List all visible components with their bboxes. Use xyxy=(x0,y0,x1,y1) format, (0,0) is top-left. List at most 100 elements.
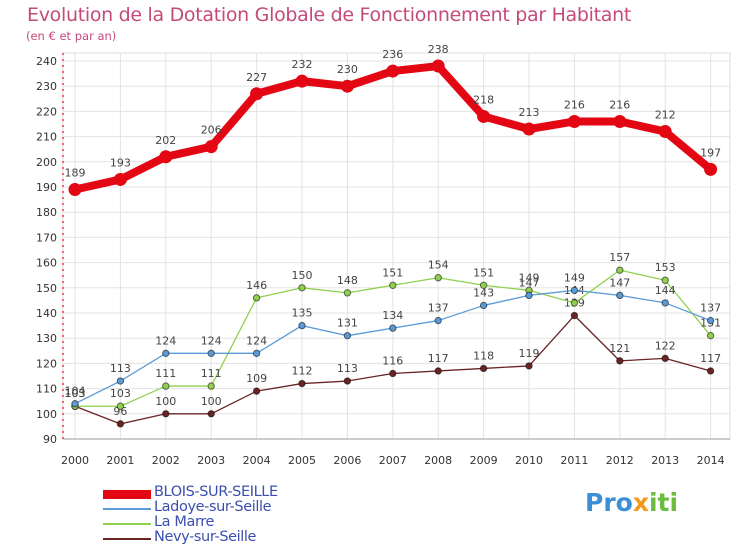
data-label: 230 xyxy=(337,63,358,76)
data-label: 137 xyxy=(428,302,449,315)
data-label: 113 xyxy=(110,362,131,375)
data-point xyxy=(479,364,488,373)
data-point xyxy=(431,59,445,73)
x-tick-label: 2013 xyxy=(651,454,679,467)
data-point xyxy=(207,349,215,358)
x-tick-label: 2011 xyxy=(560,454,588,467)
data-point xyxy=(570,311,579,320)
data-label: 147 xyxy=(609,276,630,289)
data-point xyxy=(661,354,669,363)
data-label: 104 xyxy=(65,385,86,398)
y-tick-label: 240 xyxy=(36,55,57,68)
data-point xyxy=(298,284,306,292)
legend-swatch xyxy=(103,489,151,499)
data-point xyxy=(616,291,624,300)
data-label: 150 xyxy=(292,269,313,282)
data-label: 111 xyxy=(155,367,176,380)
data-label: 103 xyxy=(110,387,131,400)
y-tick-label: 220 xyxy=(36,105,57,118)
data-point xyxy=(613,114,627,128)
data-label: 134 xyxy=(382,309,403,322)
data-point xyxy=(389,369,397,378)
data-point xyxy=(298,321,306,330)
legend-swatch xyxy=(103,523,151,525)
data-label: 117 xyxy=(700,352,721,365)
data-label: 116 xyxy=(382,354,403,367)
data-label: 218 xyxy=(473,93,494,106)
data-label: 103 xyxy=(65,387,86,400)
data-label: 109 xyxy=(246,372,267,385)
y-tick-label: 140 xyxy=(36,307,57,320)
data-point xyxy=(479,281,488,289)
data-point xyxy=(706,316,715,325)
x-tick-label: 2014 xyxy=(697,454,725,467)
y-tick-label: 170 xyxy=(36,231,57,244)
data-point xyxy=(250,87,264,101)
data-label: 146 xyxy=(246,279,267,292)
y-tick-label: 100 xyxy=(36,408,57,421)
data-point xyxy=(343,289,352,297)
data-point xyxy=(661,299,669,307)
y-tick-label: 90 xyxy=(43,433,57,446)
data-label: 197 xyxy=(700,146,721,159)
data-point xyxy=(162,382,170,390)
data-point xyxy=(116,402,125,410)
data-point xyxy=(434,274,442,282)
data-label: 193 xyxy=(110,156,131,169)
data-label: 144 xyxy=(655,284,676,297)
x-tick-label: 2007 xyxy=(379,454,407,467)
data-label: 232 xyxy=(292,58,313,71)
data-label: 143 xyxy=(473,286,494,299)
data-point xyxy=(295,74,309,88)
data-point xyxy=(162,349,170,358)
data-label: 189 xyxy=(65,167,86,180)
y-tick-label: 130 xyxy=(36,332,57,345)
data-point xyxy=(113,172,127,186)
data-point xyxy=(477,109,491,123)
data-label: 124 xyxy=(246,334,267,347)
data-label: 124 xyxy=(155,334,176,347)
chart-subtitle: (en € et par an) xyxy=(26,29,117,43)
data-label: 121 xyxy=(609,342,630,355)
data-point xyxy=(570,299,579,307)
data-label: 149 xyxy=(564,271,585,284)
data-label: 151 xyxy=(473,266,494,279)
data-point xyxy=(340,79,354,93)
legend-swatch xyxy=(103,508,151,510)
data-label: 202 xyxy=(155,134,176,147)
data-point xyxy=(116,420,125,428)
data-label: 227 xyxy=(246,71,267,84)
data-point xyxy=(207,410,215,418)
x-tick-label: 2006 xyxy=(333,454,361,467)
data-label: 131 xyxy=(337,317,358,330)
data-label: 153 xyxy=(655,261,676,274)
data-label: 236 xyxy=(382,48,403,61)
x-tick-label: 2008 xyxy=(424,454,452,467)
data-label: 124 xyxy=(201,334,222,347)
data-point xyxy=(525,362,533,370)
data-label: 151 xyxy=(382,266,403,279)
data-point xyxy=(389,281,397,289)
x-tick-label: 2003 xyxy=(197,454,225,467)
y-tick-label: 110 xyxy=(36,383,57,396)
data-label: 137 xyxy=(700,302,721,315)
data-point xyxy=(159,150,173,164)
x-tick-label: 2010 xyxy=(515,454,543,467)
data-point xyxy=(479,301,488,310)
x-tick-label: 2012 xyxy=(606,454,634,467)
data-label: 119 xyxy=(519,347,540,360)
data-label: 117 xyxy=(428,352,449,365)
data-point xyxy=(567,114,581,128)
x-tick-label: 2005 xyxy=(288,454,316,467)
x-tick-label: 2001 xyxy=(106,454,134,467)
data-label: 135 xyxy=(292,307,313,320)
data-label: 216 xyxy=(609,98,630,111)
legend-label: BLOIS-SUR-SEILLE xyxy=(154,484,278,500)
data-point xyxy=(522,122,536,136)
data-label: 100 xyxy=(201,395,222,408)
data-label: 212 xyxy=(655,109,676,122)
data-point xyxy=(658,125,672,139)
data-label: 149 xyxy=(519,271,540,284)
data-label: 213 xyxy=(519,106,540,119)
data-point xyxy=(252,349,261,358)
